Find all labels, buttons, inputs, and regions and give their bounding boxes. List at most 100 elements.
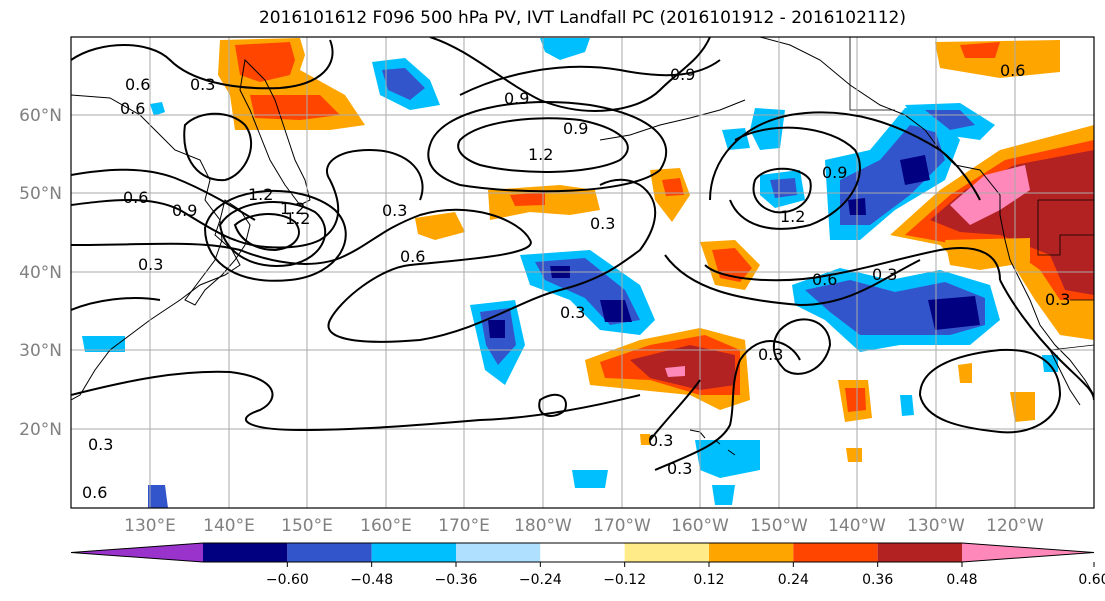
contour-label: 0.3 [667, 459, 692, 478]
lon-tick-label: 140°E [203, 516, 255, 536]
lon-tick-label: 130°E [124, 516, 176, 536]
contour-label: 1.2 [248, 185, 273, 204]
contour-label: 0.9 [563, 119, 588, 138]
colorbar-label: −0.12 [603, 572, 646, 588]
gridlines [71, 37, 1094, 508]
contour-pac-east [704, 247, 1001, 282]
contour-label: 0.3 [758, 345, 783, 364]
colorbar-swatch [203, 543, 288, 562]
contour-label: 0.3 [88, 435, 113, 454]
contour-jet-vortex2 [218, 201, 327, 267]
contour-jet-vortex3 [203, 189, 347, 282]
coast-kamchatka [239, 58, 311, 206]
shade-red-145w-20n [845, 388, 866, 412]
contour-label: 1.2 [280, 199, 305, 218]
colorbar-label: 0.24 [778, 572, 809, 588]
contour-label: 0.3 [138, 255, 163, 274]
lat-tick-label: 40°N [19, 263, 62, 283]
shade-orange-132w-25n [958, 363, 972, 383]
contour-mid-low [71, 297, 161, 311]
lon-axis: 130°E 140°E 150°E 160°E 170°E 180°W 170°… [124, 516, 1044, 536]
colorbar-swatch [371, 543, 456, 562]
colorbar-swatch [877, 543, 962, 562]
shade-orange-125w-22n [1010, 392, 1035, 422]
lat-tick-label: 50°N [19, 184, 62, 204]
contour-east-outer [709, 111, 981, 201]
contour-2 [71, 148, 424, 249]
lon-tick-label: 160°E [360, 516, 412, 536]
contour-label: 0.6 [82, 483, 107, 502]
colorbar-label: −0.24 [519, 572, 562, 588]
contour-1 [71, 178, 657, 343]
shade-blue-172e-dark [488, 320, 505, 338]
contour-label: 0.6 [120, 99, 145, 118]
lon-tick-label: 150°E [281, 516, 333, 536]
pv-contours [71, 37, 1094, 471]
coast-alaska [759, 37, 1001, 215]
colorbar-swatch [624, 543, 709, 562]
coast-na-west [999, 214, 1094, 396]
lon-tick-label: 180°W [514, 516, 572, 536]
shade-orange-167w-15n [640, 434, 650, 445]
lat-tick-label: 30°N [19, 341, 62, 361]
contour-east-loop2 [752, 167, 812, 214]
colorbar-label: 0.36 [862, 572, 893, 588]
contour-label: 0.6 [1000, 61, 1025, 80]
shade-red-160w [662, 178, 684, 196]
lat-tick-label: 20°N [19, 420, 62, 440]
contour-label: 0.9 [172, 201, 197, 220]
shade-nw-red [235, 42, 295, 82]
coast-japan [184, 199, 251, 306]
lon-tick-label: 160°W [671, 516, 729, 536]
lon-tick-label: 150°W [750, 516, 808, 536]
shade-blue-121w-28n [1042, 355, 1058, 372]
contour-label: 0.3 [872, 265, 897, 284]
border-alaska [849, 37, 895, 111]
contour-pac-east2 [664, 254, 921, 307]
shade-orange-157w-18n [846, 448, 862, 462]
contour-sw-loop [772, 318, 832, 375]
shade-blue-140w-dark [900, 155, 930, 185]
colorbar-label: 0.48 [946, 572, 977, 588]
contour-east-lower [918, 348, 1062, 434]
shade-blue-162w-15n [695, 440, 760, 478]
lon-tick-label: 170°W [593, 516, 651, 536]
contour-label-group: 0.3 0.6 0.9 1.2 1.2 0.9 0.6 0.9 1.2 1.2 … [82, 61, 1070, 502]
colorbar-label: −0.48 [350, 572, 393, 588]
border-states [1037, 200, 1094, 301]
contour-label: 1.2 [285, 209, 310, 228]
contour-subtrop2 [538, 393, 567, 417]
contour-kuril-loop [183, 112, 252, 182]
coast-baja [1049, 349, 1081, 406]
coast-aleutians [599, 99, 746, 141]
shade-nw-red2 [250, 95, 340, 120]
shade-blue-175w-12n [572, 470, 608, 488]
shade-blue-small [150, 102, 165, 116]
contour-label: 0.9 [504, 89, 529, 108]
contour-top-3 [459, 59, 721, 96]
contour-label: 0.6 [400, 247, 425, 266]
shade-pink-subtrop [665, 366, 685, 377]
contour-label: 0.3 [1045, 290, 1070, 309]
contour-label: 1.2 [780, 207, 805, 226]
contour-label: 0.6 [123, 188, 148, 207]
contour-coast [999, 279, 1094, 401]
contour-top-1 [71, 39, 334, 90]
contour-label: 1.2 [528, 145, 553, 164]
lat-axis: 60°N 50°N 40°N 30°N 20°N [19, 106, 62, 440]
contour-subtrop [71, 370, 641, 432]
map-frame [70, 36, 1095, 509]
contour-label: 0.6 [812, 270, 837, 289]
colorbar-swatch [456, 543, 541, 562]
contour-top-2 [429, 37, 711, 112]
colorbar-label: 0.12 [693, 572, 724, 588]
contour-3 [71, 168, 256, 221]
contour-label: 0.3 [560, 303, 585, 322]
contour-label: 0.6 [125, 75, 150, 94]
shade-blue-top1-in [382, 68, 425, 100]
shade-blue-top2 [540, 38, 590, 60]
contour-hawaii [649, 379, 701, 441]
shade-blue-35n-dark [928, 296, 980, 330]
shade-blue-160w-10n [712, 485, 735, 505]
